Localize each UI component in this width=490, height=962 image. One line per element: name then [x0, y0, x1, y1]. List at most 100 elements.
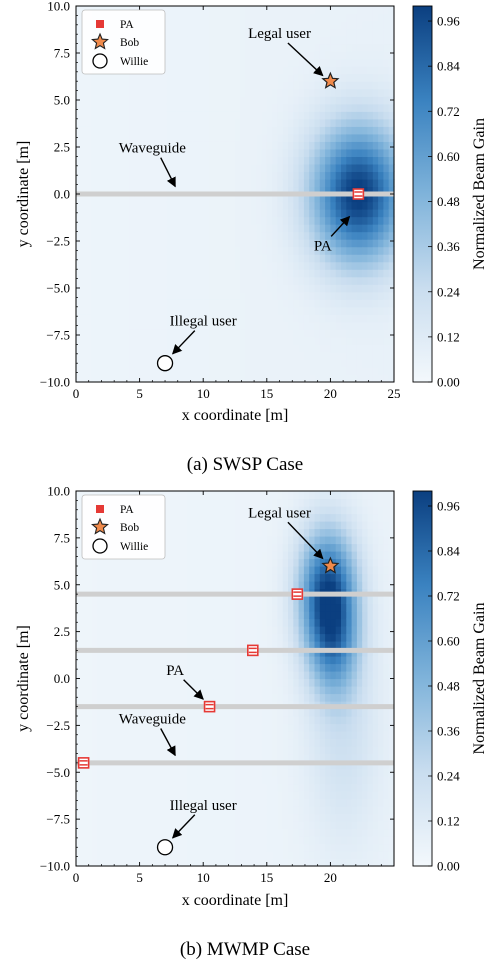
heatmap-cell	[224, 103, 231, 112]
heatmap-cell	[388, 359, 395, 368]
heatmap-cell	[213, 73, 220, 82]
heatmap-cell	[139, 141, 146, 150]
heatmap-cell	[150, 194, 157, 203]
heatmap-cell	[176, 671, 183, 680]
heatmap-cell	[166, 284, 172, 293]
heatmap-cell	[144, 103, 151, 112]
heatmap-cell	[282, 231, 289, 240]
heatmap-cell	[150, 299, 157, 308]
heatmap-cell	[102, 641, 109, 650]
heatmap-cell	[102, 156, 109, 165]
heatmap-cell	[97, 783, 104, 792]
heatmap-cell	[288, 336, 294, 345]
heatmap-cell	[362, 254, 369, 263]
heatmap-cell	[266, 291, 273, 300]
heatmap-cell	[182, 36, 188, 45]
heatmap-cell	[356, 88, 363, 97]
heatmap-cell	[107, 201, 114, 210]
heatmap-cell	[240, 344, 247, 353]
heatmap-cell	[245, 611, 252, 620]
heatmap-cell	[176, 58, 183, 67]
heatmap-cell	[330, 344, 337, 353]
heatmap-cell	[176, 566, 183, 575]
heatmap-cell	[309, 141, 316, 150]
heatmap-cell	[166, 66, 172, 75]
heatmap-cell	[155, 581, 162, 590]
heatmap-cell	[192, 209, 199, 218]
heatmap-cell	[187, 163, 194, 173]
heatmap-cell	[335, 148, 342, 157]
heatmap-cell	[187, 663, 194, 672]
heatmap-cell	[341, 36, 347, 45]
heatmap-cell	[107, 231, 114, 240]
heatmap-cell	[319, 51, 326, 60]
heatmap-cell	[314, 344, 321, 353]
heatmap-cell	[166, 633, 172, 642]
heatmap-cell	[86, 618, 93, 627]
heatmap-cell	[309, 96, 316, 105]
heatmap-cell	[298, 276, 305, 285]
heatmap-cell	[91, 746, 98, 755]
heatmap-cell	[129, 828, 135, 837]
heatmap-cell	[224, 66, 231, 75]
heatmap-cell	[81, 836, 88, 845]
heatmap-cell	[356, 66, 363, 75]
heatmap-cell	[335, 314, 342, 323]
heatmap-cell	[235, 543, 241, 552]
heatmap-cell	[118, 186, 125, 195]
heatmap-cell	[182, 43, 188, 52]
heatmap-cell	[372, 284, 379, 293]
heatmap-cell	[134, 209, 141, 218]
heatmap-cell	[293, 28, 300, 37]
heatmap-cell	[208, 299, 215, 308]
heatmap-cell	[266, 178, 273, 188]
heatmap-cell	[97, 678, 104, 687]
heatmap-cell	[144, 768, 151, 777]
heatmap-cell	[166, 111, 172, 120]
heatmap-cell	[250, 201, 257, 210]
heatmap-cell	[123, 768, 130, 777]
heatmap-cell	[171, 58, 178, 67]
heatmap-cell	[166, 618, 172, 627]
heatmap-cell	[176, 73, 183, 82]
heatmap-cell	[91, 96, 98, 105]
heatmap-cell	[166, 73, 172, 82]
heatmap-cell	[213, 359, 220, 368]
heatmap-cell	[113, 111, 119, 120]
heatmap-cell	[261, 58, 268, 67]
heatmap-cell	[76, 551, 82, 560]
heatmap-cell	[261, 28, 268, 37]
heatmap-cell	[224, 581, 231, 590]
heatmap-cell	[166, 351, 172, 361]
heatmap-cell	[76, 656, 82, 665]
heatmap-cell	[171, 566, 178, 575]
heatmap-cell	[144, 163, 151, 173]
heatmap-cell	[91, 836, 98, 845]
heatmap-cell	[118, 776, 125, 785]
heatmap-cell	[245, 314, 252, 323]
heatmap-cell	[277, 329, 284, 338]
heatmap-cell	[346, 329, 353, 338]
heatmap-cell	[171, 851, 178, 860]
heatmap-cell	[277, 111, 284, 120]
heatmap-cell	[266, 858, 273, 867]
heatmap-cell	[351, 224, 358, 233]
heatmap-cell	[208, 224, 215, 233]
heatmap-cell	[224, 858, 231, 867]
heatmap-cell	[81, 618, 88, 627]
heatmap-cell	[261, 13, 268, 22]
heatmap-cell	[134, 171, 141, 180]
heatmap-cell	[213, 836, 220, 845]
heatmap-cell	[213, 28, 220, 37]
heatmap-cell	[240, 543, 247, 552]
heatmap-cell	[341, 118, 347, 127]
heatmap-cell	[203, 843, 210, 852]
heatmap-cell	[235, 88, 241, 97]
heatmap-cell	[282, 88, 289, 97]
heatmap-cell	[166, 693, 172, 702]
heatmap-cell	[309, 314, 316, 323]
heatmap-cell	[309, 186, 316, 195]
heatmap-cell	[319, 28, 326, 37]
heatmap-cell	[266, 543, 273, 552]
heatmap-cell	[139, 776, 146, 785]
